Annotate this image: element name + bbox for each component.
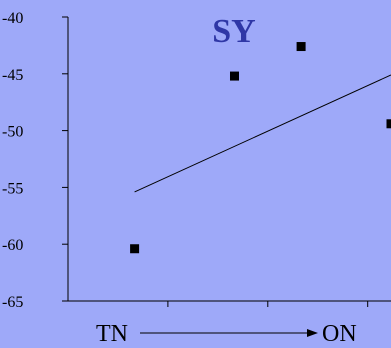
x-direction-arrowhead <box>307 329 318 337</box>
data-point <box>229 71 239 81</box>
y-tick-label: -45 <box>2 67 23 84</box>
x-axis-end-label: ON <box>322 321 357 347</box>
data-point <box>130 244 140 254</box>
y-tick-label: -60 <box>2 237 23 254</box>
trendline <box>134 74 391 193</box>
data-point <box>296 42 306 52</box>
y-tick-label: -50 <box>2 124 23 141</box>
y-tick-label: -40 <box>2 10 23 27</box>
y-tick-label: -65 <box>2 294 23 311</box>
data-point <box>386 119 391 129</box>
x-axis-start-label: TN <box>96 321 128 347</box>
y-tick-label: -55 <box>2 180 23 197</box>
chart-title: SY <box>212 13 255 50</box>
